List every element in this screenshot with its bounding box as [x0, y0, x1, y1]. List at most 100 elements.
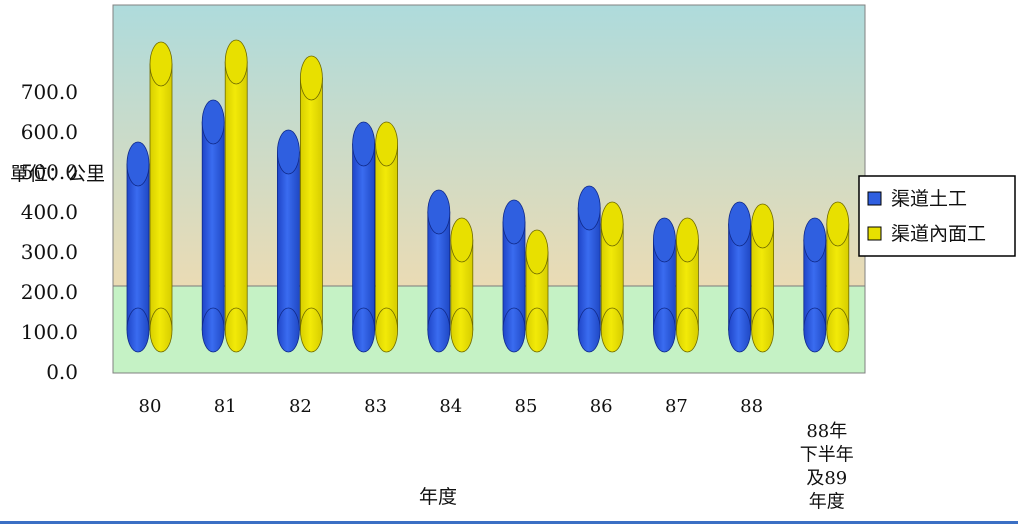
bar-base — [826, 307, 850, 353]
bar-body — [276, 151, 300, 331]
bar-2-85 — [525, 229, 549, 353]
legend-swatch-series-1 — [867, 191, 882, 206]
bar-1-84 — [427, 189, 451, 353]
bar-cap — [450, 217, 474, 263]
y-tick-label: 0.0 — [46, 360, 78, 384]
bar-2-88 — [751, 203, 774, 353]
bar-cap — [276, 129, 300, 175]
y-tick-labels: 0.0 100.0 200.0 300.0 400.0 500.0 600.0 700.0 — [21, 80, 78, 384]
bar-2-84 — [450, 217, 474, 353]
bar-cap — [149, 41, 173, 87]
bar-1-88年下半年及89年度 — [803, 217, 827, 353]
bar-body — [299, 77, 323, 331]
legend: 渠道土工 渠道內面工 — [858, 175, 1016, 257]
bar-body — [375, 143, 399, 331]
bar-1-87 — [653, 217, 676, 353]
x-tick-label: 80 — [139, 396, 162, 417]
legend-label-series-1: 渠道土工 — [891, 188, 967, 210]
bar-cap — [352, 121, 376, 167]
bar-base — [149, 307, 173, 353]
bar-base — [653, 307, 676, 353]
x-axis-label: 年度 — [419, 486, 457, 508]
bar-base — [502, 307, 526, 353]
y-tick-label: 300.0 — [21, 240, 78, 264]
bar-body — [126, 163, 150, 331]
x-tick-label: 84 — [439, 396, 462, 417]
y-tick-label: 600.0 — [21, 120, 78, 144]
bar-cap — [676, 217, 699, 263]
bar-2-88年下半年及89年度 — [826, 201, 850, 353]
bar-1-83 — [352, 121, 376, 353]
bar-base — [126, 307, 150, 353]
x-tick-label: 83 — [364, 396, 387, 417]
bar-base — [450, 307, 474, 353]
x-tick-label: 88年 — [806, 421, 847, 442]
bar-1-80 — [126, 141, 150, 353]
bar-2-87 — [676, 217, 699, 353]
x-tick-label: 年度 — [809, 492, 845, 513]
y-tick-label: 700.0 — [21, 80, 78, 104]
bar-cap — [803, 217, 827, 263]
bar-base — [201, 307, 225, 353]
bottom-rule — [0, 521, 1018, 524]
bar-cap — [653, 217, 676, 263]
bar-cap — [201, 99, 225, 145]
y-tick-label: 400.0 — [21, 200, 78, 224]
y-axis-label: 單位：公里 — [10, 163, 105, 185]
bars-group — [126, 39, 850, 353]
bar-cap — [600, 201, 624, 247]
x-tick-label: 及89 — [806, 468, 847, 489]
bar-cap — [502, 199, 526, 245]
bar-body — [149, 63, 173, 331]
y-tick-label: 500.0 — [21, 160, 78, 184]
bar-cap — [728, 201, 751, 247]
bar-base — [427, 307, 451, 353]
bar-base — [276, 307, 300, 353]
bar-1-88 — [728, 201, 751, 353]
x-tick-label: 81 — [214, 396, 237, 417]
bar-cap — [224, 39, 248, 85]
x-tick-label: 82 — [289, 396, 312, 417]
bar-base — [728, 307, 751, 353]
bar-2-82 — [299, 55, 323, 353]
bar-2-86 — [600, 201, 624, 353]
bar-cap — [126, 141, 150, 187]
x-tick-label: 下半年 — [800, 445, 854, 466]
bar-1-81 — [201, 99, 225, 353]
x-tick-label: 87 — [665, 396, 688, 417]
x-tick-label: 86 — [590, 396, 613, 417]
y-tick-label: 200.0 — [21, 280, 78, 304]
bar-cap — [299, 55, 323, 101]
legend-label-series-2: 渠道內面工 — [891, 223, 986, 245]
bar-cap — [525, 229, 549, 275]
bar-base — [352, 307, 376, 353]
bar-base — [525, 307, 549, 353]
bar-base — [676, 307, 699, 353]
bar-cap — [751, 203, 774, 249]
bar-body — [201, 121, 225, 331]
y-tick-label: 100.0 — [21, 320, 78, 344]
legend-box — [858, 175, 1016, 257]
bar-body — [224, 61, 248, 331]
legend-swatch-series-2 — [867, 226, 882, 241]
bar-base — [751, 307, 774, 353]
bar-base — [803, 307, 827, 353]
bar-cap — [826, 201, 850, 247]
bar-base — [577, 307, 601, 353]
bar-2-80 — [149, 41, 173, 353]
bar-cap — [375, 121, 399, 167]
x-tick-label: 85 — [515, 396, 538, 417]
bar-1-86 — [577, 185, 601, 353]
bar-body — [352, 143, 376, 331]
bar-base — [600, 307, 624, 353]
bar-cap — [427, 189, 451, 235]
bar-2-81 — [224, 39, 248, 353]
bar-1-82 — [276, 129, 300, 353]
x-tick-label: 88 — [740, 396, 763, 417]
bar-base — [375, 307, 399, 353]
bar-2-83 — [375, 121, 399, 353]
bar-1-85 — [502, 199, 526, 353]
bar-cap — [577, 185, 601, 231]
